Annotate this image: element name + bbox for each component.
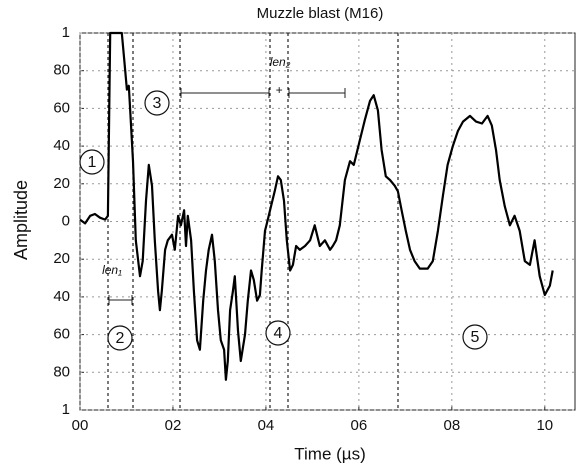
y-tick-label: 80 [53, 62, 70, 79]
region-marker [462, 324, 488, 350]
x-axis-label: Time (µs) [294, 444, 366, 463]
annotation: len₁ [102, 263, 122, 277]
x-tick-label: 04 [258, 417, 275, 434]
region-number: 4 [274, 325, 283, 342]
y-axis-label: Amplitude [11, 180, 31, 260]
region-marker [144, 90, 170, 116]
brackets [108, 88, 346, 305]
y-tick-label: 40 [53, 137, 70, 154]
annotation: len₂ [270, 55, 291, 69]
region-number: 2 [116, 330, 125, 347]
x-tick-label: 08 [443, 417, 460, 434]
y-tick-label: 20 [53, 250, 70, 267]
chart-title: Muzzle blast (M16) [257, 5, 384, 22]
signal-line [79, 31, 554, 381]
x-tick-label: 06 [351, 417, 368, 434]
region-marker [107, 325, 133, 351]
region-number: 3 [153, 95, 162, 112]
annotation: + [275, 83, 282, 97]
region-marker [79, 149, 105, 175]
y-tick-label: 60 [53, 326, 70, 343]
y-tick-label: 0 [62, 212, 70, 229]
region-number: 5 [471, 329, 480, 346]
y-tick-label: 1 [62, 24, 70, 41]
y-tick-label: 20 [53, 175, 70, 192]
region-number: 1 [88, 154, 97, 171]
y-tick-label: 1 [62, 401, 70, 418]
x-tick-label: 10 [536, 417, 553, 434]
x-tick-label: 00 [72, 417, 89, 434]
y-tick-label: 80 [53, 363, 70, 380]
y-tick-label: 40 [53, 288, 70, 305]
y-tick-label: 60 [53, 99, 70, 116]
region-marker [265, 320, 291, 346]
x-tick-label: 02 [165, 417, 182, 434]
region-lines [107, 33, 399, 410]
